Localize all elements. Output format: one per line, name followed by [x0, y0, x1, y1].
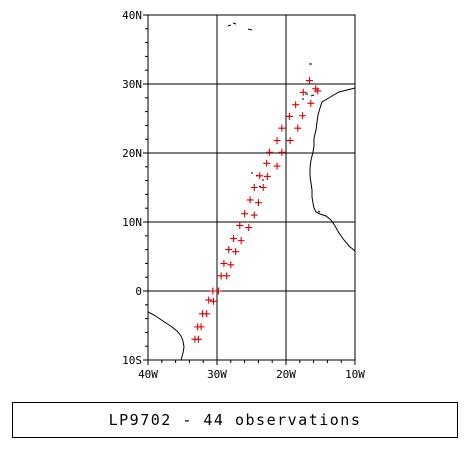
lon-tick-label: 40W	[138, 368, 158, 381]
caption-text: LP9702 - 44 observations	[108, 411, 362, 429]
lon-tick-label: 30W	[207, 368, 227, 381]
observation-marker	[273, 162, 281, 170]
tick-labels: 40W 30W 20W 10W 40N 30N 20N 10N 0 10S	[122, 9, 365, 381]
tick-marks	[143, 14, 356, 365]
observation-marker	[305, 77, 313, 85]
observation-marker	[237, 237, 245, 245]
observation-marker	[278, 124, 286, 132]
observation-marker	[227, 261, 235, 269]
lat-tick-label: 30N	[122, 78, 142, 91]
lat-tick-label: 10N	[122, 216, 142, 229]
observation-marker	[254, 199, 262, 207]
observation-marker	[230, 235, 238, 243]
observation-marker	[299, 88, 307, 96]
observation-marker	[299, 112, 307, 120]
island-azores-1	[227, 22, 237, 27]
observation-marker	[286, 137, 294, 145]
observation-marker	[265, 148, 273, 156]
observation-marker	[220, 259, 228, 267]
observation-marker	[250, 184, 258, 191]
lat-tick-label: 0	[135, 285, 142, 298]
island-azores-2	[247, 28, 253, 31]
south-america-coastline	[148, 311, 185, 360]
observation-marker	[191, 335, 199, 343]
observation-marker	[210, 297, 218, 305]
observation-marker	[307, 99, 315, 107]
observation-marker	[278, 148, 286, 156]
observation-marker	[232, 248, 240, 256]
coastlines	[148, 22, 355, 360]
lon-tick-label: 10W	[345, 368, 365, 381]
island-canaries	[302, 93, 315, 100]
lat-tick-label: 10S	[122, 354, 142, 367]
africa-coastline	[309, 87, 355, 252]
observation-marker	[225, 246, 233, 254]
observation-marker	[256, 172, 264, 180]
observation-marker	[197, 323, 205, 331]
observation-marker	[285, 112, 293, 120]
observation-marker	[245, 224, 253, 232]
island-bissagos	[317, 210, 321, 213]
observation-marker	[312, 85, 320, 93]
observation-marker	[236, 221, 244, 229]
observation-marker	[203, 310, 211, 318]
map-frame	[147, 14, 356, 361]
observation-marker	[292, 101, 300, 109]
observation-marker	[205, 296, 213, 304]
lat-tick-label: 40N	[122, 9, 142, 22]
island-cape-verde-2	[258, 179, 264, 188]
observation-marker	[263, 159, 271, 167]
lon-tick-label: 20W	[276, 368, 296, 381]
observation-markers	[191, 77, 322, 343]
observation-marker	[246, 196, 254, 204]
lat-tick-label: 20N	[122, 147, 142, 160]
observation-marker	[214, 287, 222, 295]
observation-marker	[241, 210, 249, 218]
observation-map: 40W 30W 20W 10W 40N 30N 20N 10N 0 10S	[122, 9, 365, 381]
observation-marker	[259, 184, 267, 191]
observation-marker	[263, 172, 271, 180]
caption-box: LP9702 - 44 observations	[12, 402, 458, 438]
observation-marker	[294, 124, 302, 132]
observation-marker	[273, 137, 281, 145]
observation-marker	[223, 272, 231, 280]
observation-marker	[250, 211, 258, 219]
